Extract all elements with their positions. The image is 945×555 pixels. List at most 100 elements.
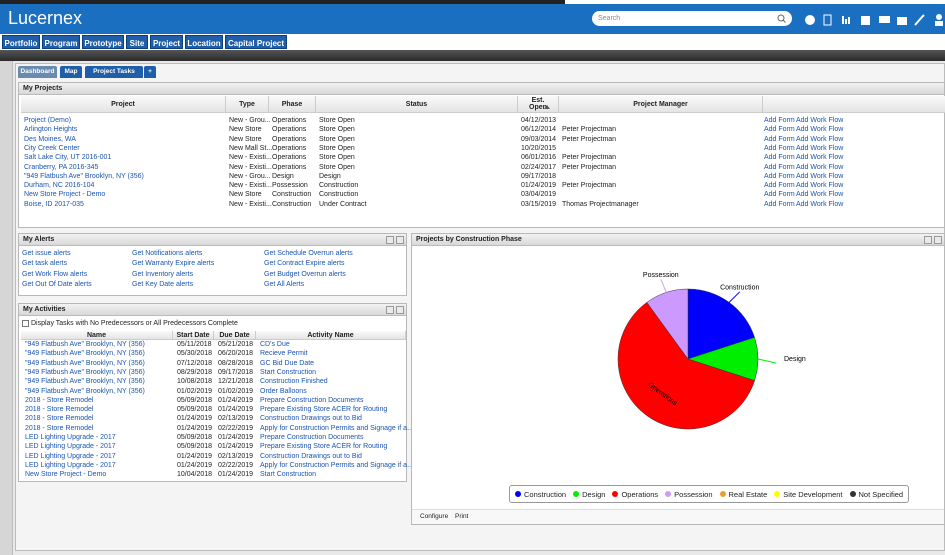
close-icon[interactable] <box>386 306 394 314</box>
refresh-icon[interactable] <box>396 306 404 314</box>
column-header[interactable]: Start Date <box>173 331 214 340</box>
dashboard-tab[interactable]: + <box>144 66 156 78</box>
activity-link[interactable]: Prepare Construction Documents <box>260 396 364 404</box>
activity-link[interactable]: "949 Flatbush Ave" Brooklyn, NY (356) <box>25 350 145 358</box>
search-icon[interactable] <box>777 14 786 23</box>
alert-link[interactable]: Get task alerts <box>22 260 68 268</box>
footer-button[interactable]: Print <box>455 513 469 520</box>
column-header[interactable]: Est. Open <box>518 96 559 113</box>
dashboard-tab[interactable]: Project Tasks <box>85 66 143 78</box>
activity-link[interactable]: Apply for Construction Permits and Signa… <box>260 424 413 432</box>
activity-link[interactable]: "949 Flatbush Ave" Brooklyn, NY (356) <box>25 368 145 376</box>
add-form-link[interactable]: Add Form <box>764 182 795 190</box>
alert-link[interactable]: Get Out Of Date alerts <box>22 280 92 288</box>
nav-tab[interactable]: Project <box>150 35 183 49</box>
alert-link[interactable]: Get Schedule Overrun alerts <box>264 250 353 257</box>
add-form-link[interactable]: Add Form <box>764 135 795 143</box>
project-link[interactable]: City Creek Center <box>24 144 80 152</box>
activity-link[interactable]: Prepare Construction Documents <box>260 434 364 441</box>
project-link[interactable]: Cranberry, PA 2016-345 <box>24 163 99 171</box>
activity-link[interactable]: Construction Finished <box>260 378 328 386</box>
activity-link[interactable]: "949 Flatbush Ave" Brooklyn, NY (356) <box>25 387 145 395</box>
column-header[interactable]: Activity Name <box>256 331 406 340</box>
project-link[interactable]: Salt Lake City, UT 2016-001 <box>24 154 112 162</box>
toolbar-icons[interactable] <box>805 13 945 27</box>
activity-link[interactable]: LED Lighting Upgrade - 2017 <box>25 443 116 451</box>
activity-link[interactable]: Apply for Construction Permits and Signa… <box>260 461 413 469</box>
alert-link[interactable]: Get Warranty Expire alerts <box>132 260 215 268</box>
add-form-link[interactable]: Add Form <box>764 163 795 171</box>
project-link[interactable]: Durham, NC 2016-104 <box>24 182 95 190</box>
logo[interactable]: Lucernex <box>8 8 83 28</box>
alert-link[interactable]: Get Notifications alerts <box>132 250 203 257</box>
project-link[interactable]: Project (Demo) <box>24 117 72 124</box>
search-box[interactable]: Search <box>592 11 792 26</box>
activity-link[interactable]: "949 Flatbush Ave" Brooklyn, NY (356) <box>25 341 145 348</box>
legend-item[interactable]: Operations <box>612 489 658 499</box>
add-form-link[interactable]: Add Form <box>764 154 795 162</box>
project-link[interactable]: Arlington Heights <box>24 126 78 134</box>
nav-tab[interactable]: Portfolio <box>2 35 40 49</box>
column-header[interactable]: Due Date <box>214 331 256 340</box>
legend-item[interactable]: Possession <box>665 489 713 499</box>
activity-link[interactable]: Order Balloons <box>260 387 307 395</box>
activity-link[interactable]: GC Bid Due Date <box>260 359 315 367</box>
add-workflow-link[interactable]: Add Work Flow <box>796 191 844 199</box>
alert-link[interactable]: Get Budget Overrun alerts <box>264 270 346 278</box>
add-workflow-link[interactable]: Add Work Flow <box>796 154 844 162</box>
activity-link[interactable]: CD's Due <box>260 341 290 348</box>
nav-tab[interactable]: Program <box>42 35 80 49</box>
add-workflow-link[interactable]: Add Work Flow <box>796 182 844 190</box>
column-header[interactable]: Name <box>21 331 173 340</box>
add-workflow-link[interactable]: Add Work Flow <box>796 126 844 134</box>
footer-button[interactable]: Configure <box>420 513 449 520</box>
alert-link[interactable]: Get Contract Expire alerts <box>264 260 345 268</box>
dashboard-tab[interactable]: Dashboard <box>18 66 57 78</box>
add-workflow-link[interactable]: Add Work Flow <box>796 163 844 171</box>
alert-link[interactable]: Get Inventory alerts <box>132 270 194 278</box>
add-form-link[interactable]: Add Form <box>764 200 795 208</box>
activity-link[interactable]: Recieve Permit <box>260 350 308 358</box>
add-workflow-link[interactable]: Add Work Flow <box>796 135 844 143</box>
activity-link[interactable]: 2018 - Store Remodel <box>25 396 94 404</box>
project-link[interactable]: Boise, ID 2017-035 <box>24 200 84 208</box>
add-form-link[interactable]: Add Form <box>764 117 795 124</box>
activity-link[interactable]: Construction Drawings out to Bid <box>260 415 362 423</box>
activity-link[interactable]: "949 Flatbush Ave" Brooklyn, NY (356) <box>25 359 145 367</box>
activity-link[interactable]: Start Construction <box>260 471 317 479</box>
activity-link[interactable]: 2018 - Store Remodel <box>25 406 94 414</box>
add-form-link[interactable]: Add Form <box>764 126 795 134</box>
project-link[interactable]: Des Moines, WA <box>24 135 76 143</box>
refresh-icon[interactable] <box>934 236 942 244</box>
alert-link[interactable]: Get issue alerts <box>22 250 71 257</box>
add-workflow-link[interactable]: Add Work Flow <box>796 117 844 124</box>
activity-link[interactable]: LED Lighting Upgrade - 2017 <box>25 452 116 460</box>
column-header[interactable]: Status <box>316 96 518 113</box>
activity-link[interactable]: "949 Flatbush Ave" Brooklyn, NY (356) <box>25 378 145 386</box>
nav-tab[interactable]: Prototype <box>82 35 124 49</box>
legend-item[interactable]: Construction <box>515 489 566 499</box>
nav-tab[interactable]: Site <box>126 35 148 49</box>
alert-link[interactable]: Get Key Date alerts <box>132 280 194 288</box>
legend-item[interactable]: Design <box>573 489 605 499</box>
activity-link[interactable]: LED Lighting Upgrade - 2017 <box>25 461 116 469</box>
alert-link[interactable]: Get All Alerts <box>264 280 305 288</box>
nav-tab[interactable]: Capital Project <box>225 35 287 49</box>
dashboard-tab[interactable]: Map <box>60 66 82 78</box>
add-form-link[interactable]: Add Form <box>764 172 795 180</box>
activity-link[interactable]: Prepare Existing Store ACER for Routing <box>260 406 388 414</box>
activity-link[interactable]: New Store Project - Demo <box>25 471 107 479</box>
column-header[interactable]: Project Manager <box>559 96 763 113</box>
add-workflow-link[interactable]: Add Work Flow <box>796 144 844 152</box>
alert-link[interactable]: Get Work Flow alerts <box>22 270 88 278</box>
legend-item[interactable]: Not Specified <box>849 489 903 499</box>
close-icon[interactable] <box>924 236 932 244</box>
column-header[interactable]: Project <box>21 96 226 113</box>
checkbox[interactable] <box>22 320 29 327</box>
nav-tab[interactable]: Location <box>185 35 223 49</box>
activity-link[interactable]: Start Construction <box>260 368 317 376</box>
legend-item[interactable]: Site Development <box>774 489 843 499</box>
activity-link[interactable]: LED Lighting Upgrade - 2017 <box>25 434 116 441</box>
add-workflow-link[interactable]: Add Work Flow <box>796 200 844 208</box>
column-header[interactable]: Phase <box>269 96 316 113</box>
